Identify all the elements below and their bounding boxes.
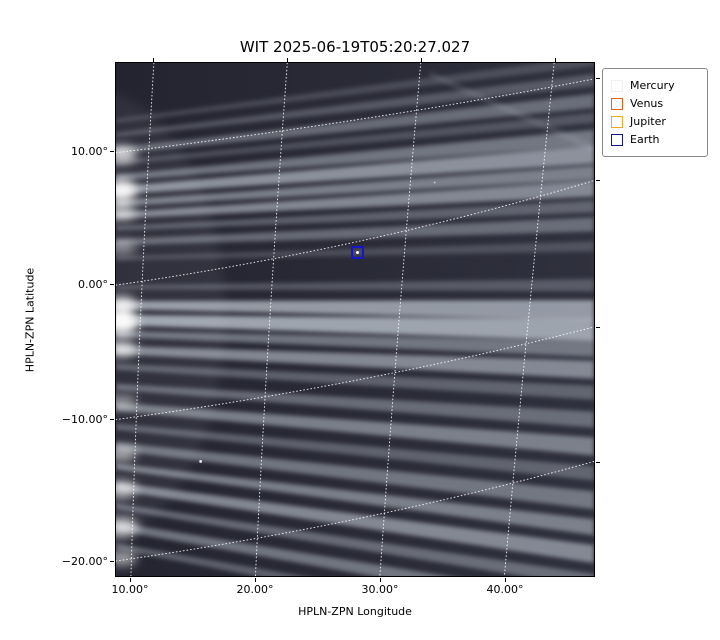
x-tick-label: 30.00° [361,583,399,596]
y-tick-mark [110,151,114,153]
y-tick-label: 0.00° [78,278,108,291]
right-tick-mark [596,180,600,182]
y-tick-label: −10.00° [61,413,108,426]
legend-label: Jupiter [630,115,666,128]
x-tick-label: 10.00° [111,583,149,596]
top-tick-mark [153,58,155,62]
x-tick-mark [505,578,507,582]
plot-area [115,62,595,577]
legend-item-earth: Earth [611,132,699,147]
venus-swatch-icon [611,97,623,110]
mercury-swatch-icon [611,79,623,92]
right-tick-mark [596,327,600,329]
x-tick-label: 20.00° [236,583,274,596]
y-tick-label: −20.00° [61,555,108,568]
y-tick-mark [110,419,114,421]
x-tick-label: 40.00° [486,583,524,596]
top-tick-mark [555,58,557,62]
coordinate-grid [116,63,594,576]
legend-label: Mercury [630,79,675,92]
legend-item-jupiter: Jupiter [611,114,699,129]
top-tick-mark [287,58,289,62]
earth-swatch-icon [611,133,623,146]
jupiter-swatch-icon [611,115,623,128]
plot-title: WIT 2025-06-19T05:20:27.027 [239,38,471,56]
x-tick-mark [130,578,132,582]
legend-label: Venus [630,97,664,110]
right-tick-mark [596,78,600,80]
x-tick-mark [380,578,382,582]
right-tick-mark [596,462,600,464]
y-tick-label: 10.00° [71,145,108,158]
top-tick-mark [421,58,423,62]
y-tick-mark [110,561,114,563]
y-tick-mark [110,284,114,286]
wispr-image [116,63,594,576]
legend-label: Earth [630,133,660,146]
earth-marker-center-dot [356,251,359,254]
x-tick-mark [255,578,257,582]
x-axis-label: HPLN-ZPN Longitude [298,605,412,618]
legend-item-venus: Venus [611,96,699,111]
y-axis-label: HPLN-ZPN Latitude [23,267,37,373]
earth-marker [351,246,364,259]
legend-item-mercury: Mercury [611,78,699,93]
legend: Mercury Venus Jupiter Earth [602,68,708,157]
